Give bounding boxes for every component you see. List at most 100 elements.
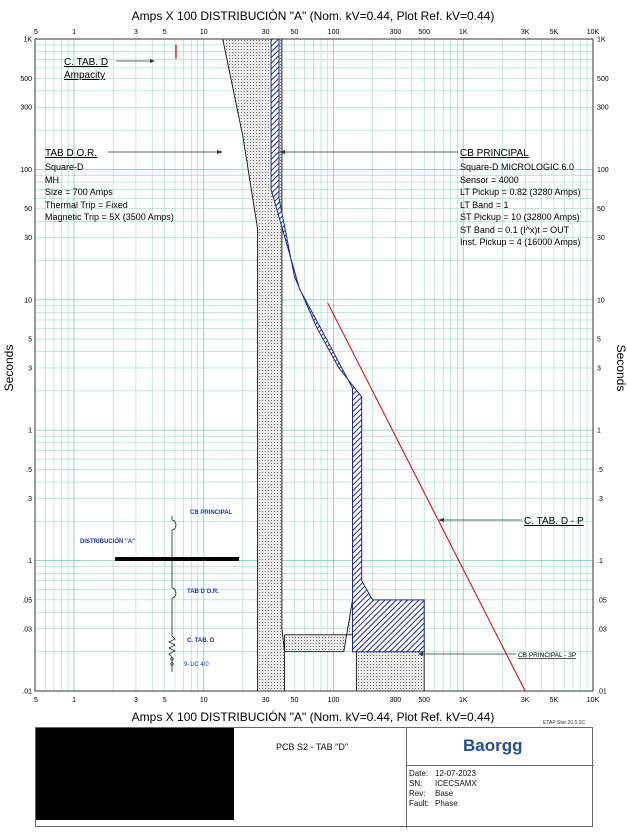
y-tick-label-right: .05 — [597, 597, 607, 604]
x-tick-label-bottom: 5K — [550, 697, 559, 704]
cb-line-2: LT Pickup = 0.82 (3280 Amps) — [460, 187, 581, 197]
tabd-line-4: Magnetic Trip = 5X (3500 Amps) — [45, 212, 174, 222]
annotation-cb-principal: CB PRINCIPAL Square-D MICROLOGIC 6.0 Sen… — [279, 148, 581, 247]
series-cb-principal-band — [270, 39, 425, 653]
annotation-tabd: TAB D O.R. Square-D MH Size = 700 Amps T… — [45, 148, 223, 222]
oneline-bus-label: DISTRIBUCIÓN "A" — [80, 537, 135, 545]
x-tick-label-bottom: 30 — [262, 697, 270, 704]
x-tick-label-bottom: 100 — [328, 697, 340, 704]
annotation-ctab-p: C. TAB. D - P — [438, 516, 584, 527]
y-tick-label-right: 3 — [597, 365, 601, 372]
x-tick-label-top: 50 — [291, 29, 299, 36]
plot-frame — [34, 38, 594, 692]
x-tick-label-top: 10K — [587, 29, 600, 36]
x-tick-label-bottom: .5 — [32, 697, 38, 704]
oneline-bus-bar — [115, 557, 239, 561]
rev-value: Base — [435, 789, 454, 798]
oneline-tab-label: TAB D O.R. — [187, 589, 219, 595]
y-tick-label-right: 1 — [597, 428, 601, 435]
x-tick-label-top: 300 — [390, 29, 402, 36]
x-tick-label-top: 500 — [418, 29, 430, 36]
x-tick-label-top: 5 — [163, 29, 167, 36]
y-tick-label-left: 1 — [28, 428, 32, 435]
x-tick-label-bottom: 5 — [163, 697, 167, 704]
oneline-cable-label: C. TAB. D — [187, 638, 215, 644]
y-tick-label-right: 10 — [597, 297, 605, 304]
x-tick-label-top: 5K — [550, 29, 559, 36]
cb-line-1: Sensor = 4000 — [460, 175, 519, 185]
x-tick-label-bottom: 1K — [459, 697, 468, 704]
redacted-block — [36, 728, 234, 820]
y-tick-label-right: 50 — [597, 206, 605, 213]
x-tick-label-top: 100 — [328, 29, 340, 36]
oneline-cb-label: CB PRINCIPAL — [190, 510, 233, 516]
cb-line-5: ST Band = 0.1 (I^x)t = OUT — [460, 225, 570, 235]
x-tick-label-bottom: 3K — [521, 697, 530, 704]
x-tick-label-top: 3K — [521, 29, 530, 36]
fault-label: Fault: — [409, 799, 430, 808]
ctab-p-label: C. TAB. D - P — [524, 516, 584, 527]
cb-line-0: Square-D MICROLOGIC 6.0 — [460, 162, 574, 172]
title-block: PCB S2 - TAB "D" Baorgg Date: 12-07-2023 … — [35, 727, 594, 828]
sn-label: SN: — [409, 779, 423, 788]
y-tick-label-right: 1K — [597, 37, 606, 44]
cb-line-3: LT Band = 1 — [460, 200, 508, 210]
y-tick-label-left: 10 — [24, 297, 32, 304]
x-tick-label-top: 10 — [200, 29, 208, 36]
tabd-line-0: Square-D — [45, 162, 84, 172]
series-ctab-p-line — [327, 302, 526, 691]
x-tick-label-top: .5 — [32, 29, 38, 36]
date-value: 12-07-2023 — [435, 769, 476, 778]
y-tick-label-left: .05 — [22, 597, 32, 604]
x-tick-label-bottom: 10K — [587, 697, 600, 704]
cb-3p-label: CB PRINCIPAL - 3P — [518, 652, 576, 659]
y-tick-label-left: 3 — [28, 365, 32, 372]
y-tick-label-right: .01 — [597, 689, 607, 696]
one-line-diagram: CB PRINCIPAL DISTRIBUCIÓN "A" TAB D O.R.… — [80, 510, 239, 672]
chart-title-top: Amps X 100 DISTRIBUCIÓN "A" (Nom. kV=0.4… — [132, 8, 495, 23]
y-tick-label-left: .1 — [26, 558, 32, 565]
oneline-cable-size: 9-1/C 4/0 — [184, 662, 209, 668]
x-tick-label-bottom: 3 — [134, 697, 138, 704]
y-tick-label-left: .01 — [22, 689, 32, 696]
y-tick-label-right: 300 — [597, 105, 609, 112]
x-tick-label-bottom: 500 — [418, 697, 430, 704]
rev-label: Rev: — [409, 789, 426, 798]
y-tick-label-left: 30 — [24, 235, 32, 242]
company-logo: Baorgg — [463, 736, 523, 755]
x-tick-label-top: 3 — [134, 29, 138, 36]
x-tick-label-bottom: 50 — [291, 697, 299, 704]
y-axis-label-right: Seconds — [614, 345, 627, 392]
ctab-ampacity-line1: C. TAB. D — [64, 57, 108, 68]
annotation-ctab-ampacity: C. TAB. D Ampacity — [64, 57, 155, 81]
cb-line-6: Inst. Pickup = 4 (16000 Amps) — [460, 237, 580, 247]
y-tick-label-left: 1K — [23, 37, 32, 44]
y-tick-label-right: 30 — [597, 235, 605, 242]
y-tick-label-left: .3 — [26, 496, 32, 503]
x-tick-label-bottom: 1 — [72, 697, 76, 704]
y-tick-label-right: .03 — [597, 626, 607, 633]
y-tick-label-left: 300 — [20, 105, 32, 112]
y-tick-label-right: .5 — [597, 467, 603, 474]
y-tick-label-left: 50 — [24, 206, 32, 213]
tcc-chart: Amps X 100 DISTRIBUCIÓN "A" (Nom. kV=0.4… — [2, 8, 627, 724]
y-tick-label-left: 100 — [20, 167, 32, 174]
y-tick-label-left: 500 — [20, 76, 32, 83]
logo-box: Baorgg — [406, 728, 594, 766]
x-tick-label-top: 1 — [72, 29, 76, 36]
y-tick-label-left: 5 — [28, 337, 32, 344]
y-tick-label-right: .3 — [597, 496, 603, 503]
x-tick-label-top: 30 — [262, 29, 270, 36]
y-tick-label-left: .03 — [22, 626, 32, 633]
y-tick-label-right: .1 — [597, 558, 603, 565]
annotation-cb-3p: CB PRINCIPAL - 3P — [418, 652, 576, 659]
cb-title: CB PRINCIPAL — [460, 148, 529, 159]
y-tick-label-right: 100 — [597, 167, 609, 174]
y-tick-label-left: .5 — [26, 467, 32, 474]
tabd-line-3: Thermal Trip = Fixed — [45, 200, 128, 210]
date-label: Date: — [409, 769, 429, 778]
study-info: Date: 12-07-2023 SN: ICECSAMX Rev: Base Fau… — [406, 766, 594, 828]
cb-line-4: ST Pickup = 10 (32800 Amps) — [460, 212, 580, 222]
tabd-line-2: Size = 700 Amps — [45, 187, 113, 197]
tabd-title: TAB D O.R. — [45, 148, 97, 159]
